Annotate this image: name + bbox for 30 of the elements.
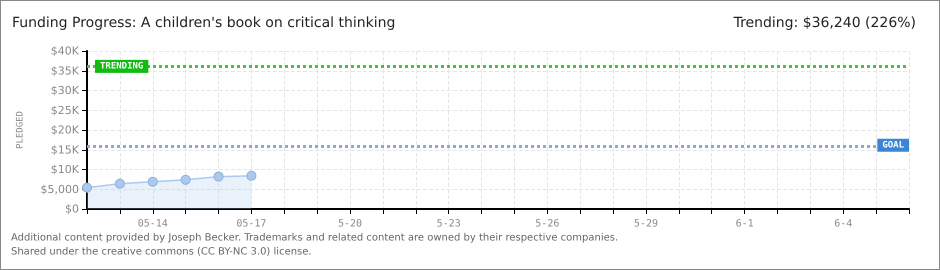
- point: [180, 174, 191, 185]
- x-tick-label: 5-29: [634, 218, 658, 230]
- ref-line-label: GOAL: [882, 140, 905, 150]
- y-axis-title: PLEDGED: [16, 111, 26, 149]
- x-tick-label: 05-14: [138, 218, 168, 230]
- x-tick-label: 5-26: [535, 218, 560, 230]
- ref-line-label: TRENDING: [100, 61, 144, 72]
- y-tick-label: $40K: [50, 44, 80, 58]
- y-tick-label: $5,000: [40, 182, 79, 196]
- point: [246, 170, 256, 181]
- text: Shared under the creative commons (CC BY-NC 3.0) license.: [11, 246, 312, 258]
- x-tick-label: 6-4: [834, 218, 852, 230]
- y-tick-label: $10K: [50, 163, 80, 176]
- x-tick-label: 05-17: [236, 218, 266, 230]
- y-tick-label: $20K: [50, 124, 80, 136]
- x-tick-label: 5-23: [436, 218, 461, 230]
- chart-title: Funding Progress: A children's book on critical thinking: [12, 15, 396, 31]
- text: Additional content provided by Joseph Becker. Trademarks and related content are owned by their respective companies.: [11, 232, 618, 244]
- x-tick-label: 6-1: [736, 218, 754, 230]
- x-tick-label: 5-20: [338, 218, 362, 230]
- y-tick-label: $0: [65, 202, 79, 216]
- y-tick-label: $35K: [50, 64, 80, 78]
- y-tick-label: $25K: [50, 104, 80, 117]
- chart-subtitle: Trending: $36,240 (226%): [732, 15, 916, 31]
- point: [114, 178, 125, 189]
- point: [214, 172, 224, 182]
- point: [148, 176, 158, 187]
- y-tick-label: $30K: [50, 84, 80, 97]
- y-tick-label: $15K: [50, 143, 80, 156]
- point: [82, 182, 92, 193]
